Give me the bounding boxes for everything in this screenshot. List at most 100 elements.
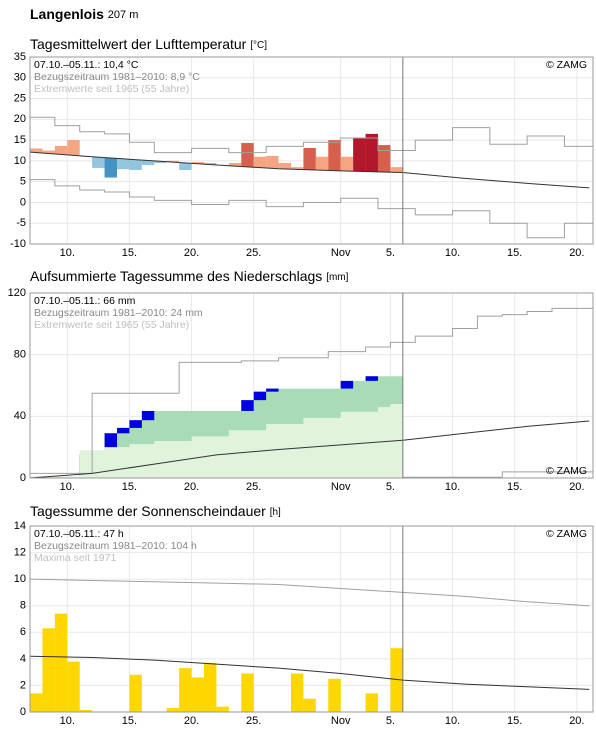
panel-title: Aufsummierte Tagessumme des Niederschlag… — [30, 268, 349, 284]
bar — [166, 160, 180, 163]
x-tick-label: 10. — [445, 715, 460, 727]
x-tick-label: 15. — [507, 247, 522, 259]
y-tick-label: 10 — [14, 155, 26, 167]
unit: [mm] — [326, 272, 348, 283]
x-tick-label: Nov — [331, 481, 351, 493]
panel-title: Tagessumme der Sonnenscheindauer [h] — [30, 503, 281, 519]
x-tick-label: 10. — [60, 715, 75, 727]
y-tick-label: -10 — [10, 238, 26, 250]
x-tick-label: 10. — [445, 247, 460, 259]
daily-increment — [340, 380, 354, 389]
bar — [328, 140, 341, 171]
panel-title: Tagesmittelwert der Lufttemperatur [°C] — [30, 36, 267, 52]
unit: [°C] — [250, 40, 267, 51]
daily-increment — [116, 427, 130, 434]
bar — [390, 167, 403, 173]
normal-line — [30, 578, 590, 607]
bar — [203, 662, 217, 712]
y-tick-label: 2 — [20, 679, 26, 691]
x-tick-label: 20. — [184, 247, 199, 259]
x-tick-label: 15. — [507, 715, 522, 727]
title-text: Tagesmittelwert der Lufttemperatur — [30, 36, 247, 52]
daily-increment — [241, 400, 254, 411]
y-tick-label: 30 — [14, 72, 26, 84]
bar — [42, 150, 55, 154]
daily-increment — [253, 391, 267, 401]
annotation: Extremwerte seit 1965 (55 Jahre) — [34, 319, 189, 331]
x-tick-label: 15. — [122, 715, 137, 727]
y-tick-label: -5 — [16, 217, 26, 229]
elevation: 207 m — [108, 9, 139, 21]
annotation: Bezugszeitraum 1981–2010: 8,9 °C — [34, 71, 200, 83]
bar — [179, 668, 192, 712]
x-tick-label: 5. — [386, 481, 395, 493]
x-tick-label: 15. — [122, 247, 137, 259]
bar — [390, 648, 403, 712]
y-tick-label: 0 — [20, 706, 26, 718]
bar — [30, 148, 43, 153]
y-tick-label: 35 — [14, 51, 26, 63]
x-tick-label: 5. — [386, 247, 395, 259]
daily-increment — [129, 420, 142, 428]
y-tick-label: 0 — [20, 196, 26, 208]
plot-frame — [29, 525, 594, 713]
bar — [377, 145, 391, 173]
x-tick-label: 5. — [386, 715, 395, 727]
credit: © ZAMG — [546, 59, 587, 71]
bar — [129, 674, 142, 712]
credit: © ZAMG — [546, 465, 587, 477]
x-tick-label: 25. — [246, 247, 261, 259]
bar — [365, 133, 378, 172]
page-title: Langenlois 207 m — [30, 6, 138, 22]
y-tick-label: 5 — [20, 176, 26, 188]
bar — [79, 710, 93, 712]
bar — [166, 708, 180, 712]
normal-line — [30, 151, 590, 189]
bar — [216, 706, 229, 712]
bar — [353, 138, 366, 172]
bar — [116, 158, 130, 170]
y-tick-label: 8 — [20, 600, 26, 612]
y-tick-label: 20 — [14, 113, 26, 125]
station: Langenlois — [30, 6, 104, 22]
plot-frame — [29, 56, 594, 245]
unit: [h] — [270, 507, 281, 518]
series-layer — [30, 578, 590, 712]
annotation: Bezugszeitraum 1981–2010: 104 h — [34, 540, 197, 552]
bar — [141, 160, 155, 166]
bar — [340, 156, 354, 172]
y-tick-label: 14 — [14, 520, 26, 532]
bar — [179, 162, 192, 171]
bar — [191, 677, 204, 712]
y-tick-label: 4 — [20, 653, 26, 665]
title-text: Tagessumme der Sonnenscheindauer — [30, 503, 266, 519]
y-tick-label: 0 — [20, 472, 26, 484]
bar — [67, 140, 80, 156]
plot-frame — [29, 292, 594, 479]
extreme-line — [30, 116, 593, 154]
daily-increment — [266, 388, 279, 392]
bar — [303, 148, 316, 170]
bar — [191, 162, 204, 164]
y-tick-label: 12 — [14, 546, 26, 558]
annotation: 07.10.–05.11.: 10,4 °C — [34, 59, 139, 71]
bar — [30, 693, 43, 712]
x-tick-label: 10. — [60, 481, 75, 493]
daily-increment — [141, 410, 155, 421]
y-tick-label: 120 — [8, 287, 26, 299]
y-tick-label: 15 — [14, 134, 26, 146]
annotation: Maxima seit 1971 — [34, 552, 116, 564]
bar — [278, 162, 291, 169]
annotation: Bezugszeitraum 1981–2010: 24 mm — [34, 307, 203, 319]
bar — [154, 161, 167, 163]
bar — [228, 162, 242, 167]
y-tick-label: 80 — [14, 349, 26, 361]
series-layer — [30, 116, 593, 239]
x-tick-label: 20. — [569, 715, 584, 727]
x-tick-label: 20. — [184, 715, 199, 727]
y-tick-label: 10 — [14, 573, 26, 585]
bar — [365, 693, 378, 712]
bar — [290, 167, 304, 170]
y-tick-label: 6 — [20, 626, 26, 638]
x-tick-label: 15. — [122, 481, 137, 493]
